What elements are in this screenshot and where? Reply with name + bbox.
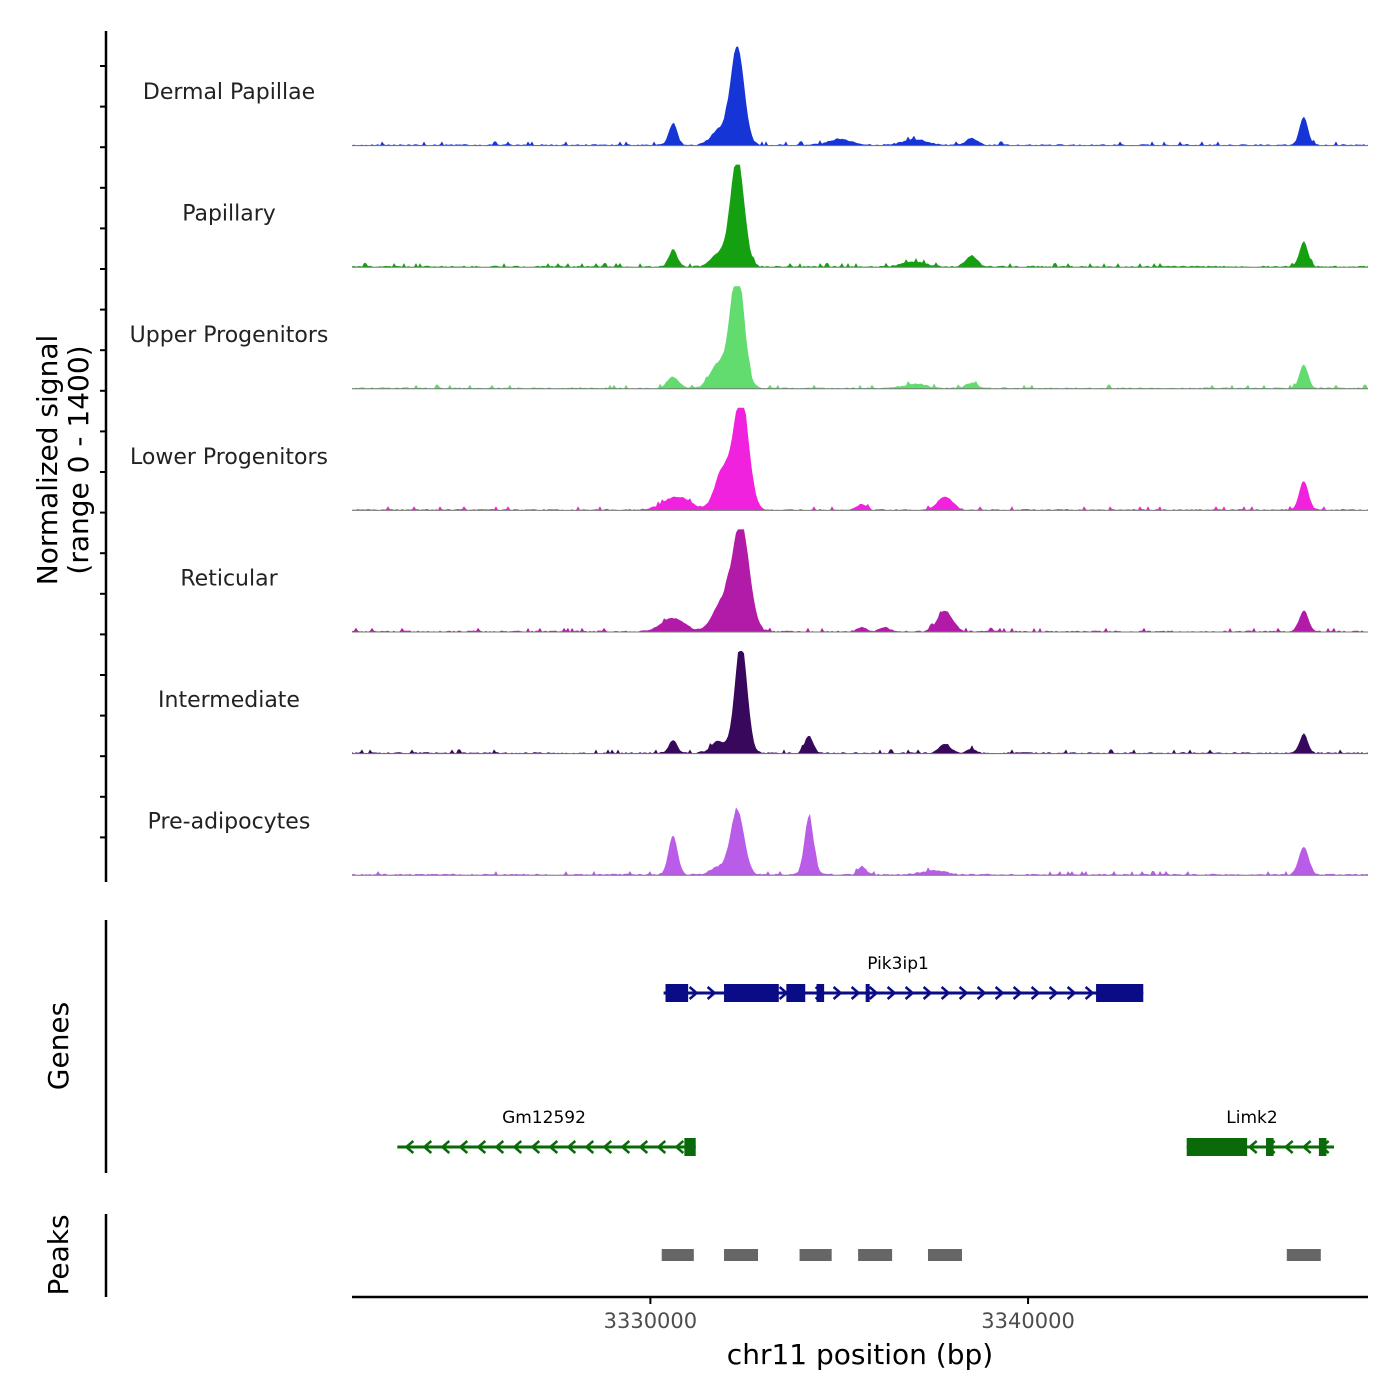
peak-region	[661, 1249, 694, 1261]
track-label: Dermal Papillae	[143, 80, 315, 105]
x-axis-tick-label: 3340000	[981, 1309, 1075, 1333]
track-label: Pre-adipocytes	[148, 810, 311, 835]
strand-arrow	[904, 986, 915, 1000]
strand-arrow	[1084, 986, 1095, 1000]
gene-exon	[665, 984, 689, 1002]
peak-region	[858, 1249, 893, 1261]
gene-model: Limk2	[1186, 1108, 1335, 1156]
genes-y-axis-label: Genes	[42, 1002, 75, 1090]
track-label: Upper Progenitors	[130, 323, 329, 348]
strand-arrow	[548, 1140, 559, 1154]
strand-arrow	[1030, 986, 1041, 1000]
gene-label: Limk2	[1226, 1108, 1277, 1128]
gene-label: Pik3ip1	[867, 954, 929, 974]
track-label: Lower Progenitors	[130, 445, 328, 470]
strand-arrow	[656, 1140, 667, 1154]
track-label: Reticular	[180, 566, 278, 591]
gene-exon	[786, 984, 806, 1002]
coverage-track: Pre-adipocytes	[148, 807, 1368, 876]
coverage-area	[352, 164, 1368, 268]
gene-label: Gm12592	[502, 1108, 586, 1128]
coverage-track: Upper Progenitors	[130, 286, 1368, 390]
track-label: Papillary	[182, 202, 276, 227]
coverage-area	[352, 46, 1368, 146]
x-axis: chr11 position (bp) 3330000 3340000	[352, 1295, 1368, 1371]
strand-arrow	[688, 986, 699, 1000]
strand-arrow	[706, 986, 717, 1000]
strand-arrow	[494, 1140, 505, 1154]
strand-arrow	[458, 1140, 469, 1154]
peak-region	[724, 1249, 759, 1261]
strand-arrow	[1301, 1140, 1312, 1154]
gene-exon	[1096, 984, 1144, 1002]
strand-arrow	[620, 1140, 631, 1154]
track-label: Intermediate	[158, 688, 300, 713]
coverage-panel: Normalized signal(range 0 - 1400) Dermal…	[31, 31, 1368, 882]
strand-arrow	[886, 986, 897, 1000]
strand-arrow	[1247, 1140, 1258, 1154]
strand-arrow	[476, 1140, 487, 1154]
gene-exon	[1266, 1138, 1274, 1156]
strand-arrow	[1283, 1140, 1294, 1154]
coverage-area	[352, 407, 1368, 511]
strand-arrow	[422, 1140, 433, 1154]
coverage-track: Reticular	[180, 529, 1368, 633]
x-axis-label: chr11 position (bp)	[727, 1338, 993, 1371]
strand-arrow	[566, 1140, 577, 1154]
coverage-y-axis-label-line: Normalized signal	[31, 335, 64, 586]
coverage-track: Papillary	[182, 164, 1368, 268]
coverage-y-axis-label: Normalized signal(range 0 - 1400)	[31, 335, 95, 586]
strand-arrow	[850, 986, 861, 1000]
coverage-area	[352, 807, 1368, 876]
strand-arrow	[958, 986, 969, 1000]
gene-exon	[684, 1138, 696, 1156]
coverage-area	[352, 286, 1368, 389]
peaks-y-axis-label: Peaks	[42, 1214, 75, 1295]
strand-arrow	[832, 986, 843, 1000]
peak-region	[927, 1249, 962, 1261]
strand-arrow	[940, 986, 951, 1000]
coverage-track: Dermal Papillae	[143, 46, 1368, 147]
strand-arrow	[1048, 986, 1059, 1000]
peak-region	[1286, 1249, 1321, 1261]
strand-arrow	[602, 1140, 613, 1154]
coverage-area	[352, 651, 1368, 754]
strand-arrow	[1012, 986, 1023, 1000]
strand-arrow	[922, 986, 933, 1000]
coverage-y-axis-label-line: (range 0 - 1400)	[62, 345, 95, 574]
strand-arrow	[868, 986, 879, 1000]
gene-model: Pik3ip1	[663, 954, 1144, 1002]
peak-region	[799, 1249, 832, 1261]
strand-arrow	[404, 1140, 415, 1154]
gene-exon	[724, 984, 779, 1002]
gene-model: Gm12592	[397, 1108, 696, 1156]
x-axis-tick-label: 3330000	[604, 1309, 698, 1333]
coverage-area	[352, 529, 1368, 632]
gene-exon	[865, 984, 870, 1002]
strand-arrow	[584, 1140, 595, 1154]
strand-arrow	[512, 1140, 523, 1154]
coverage-track: Intermediate	[158, 651, 1368, 755]
peaks-panel: Peaks	[42, 1214, 1321, 1297]
strand-arrow	[994, 986, 1005, 1000]
gene-exon	[1186, 1138, 1248, 1156]
strand-arrow	[440, 1140, 451, 1154]
strand-arrow	[674, 1140, 685, 1154]
gene-exon	[816, 984, 825, 1002]
gene-exon	[1318, 1138, 1327, 1156]
strand-arrow	[530, 1140, 541, 1154]
strand-arrow	[976, 986, 987, 1000]
coverage-track: Lower Progenitors	[130, 407, 1368, 511]
strand-arrow	[638, 1140, 649, 1154]
genes-panel: Genes Pik3ip1 Gm12592 Limk2	[42, 920, 1335, 1173]
strand-arrow	[1066, 986, 1077, 1000]
